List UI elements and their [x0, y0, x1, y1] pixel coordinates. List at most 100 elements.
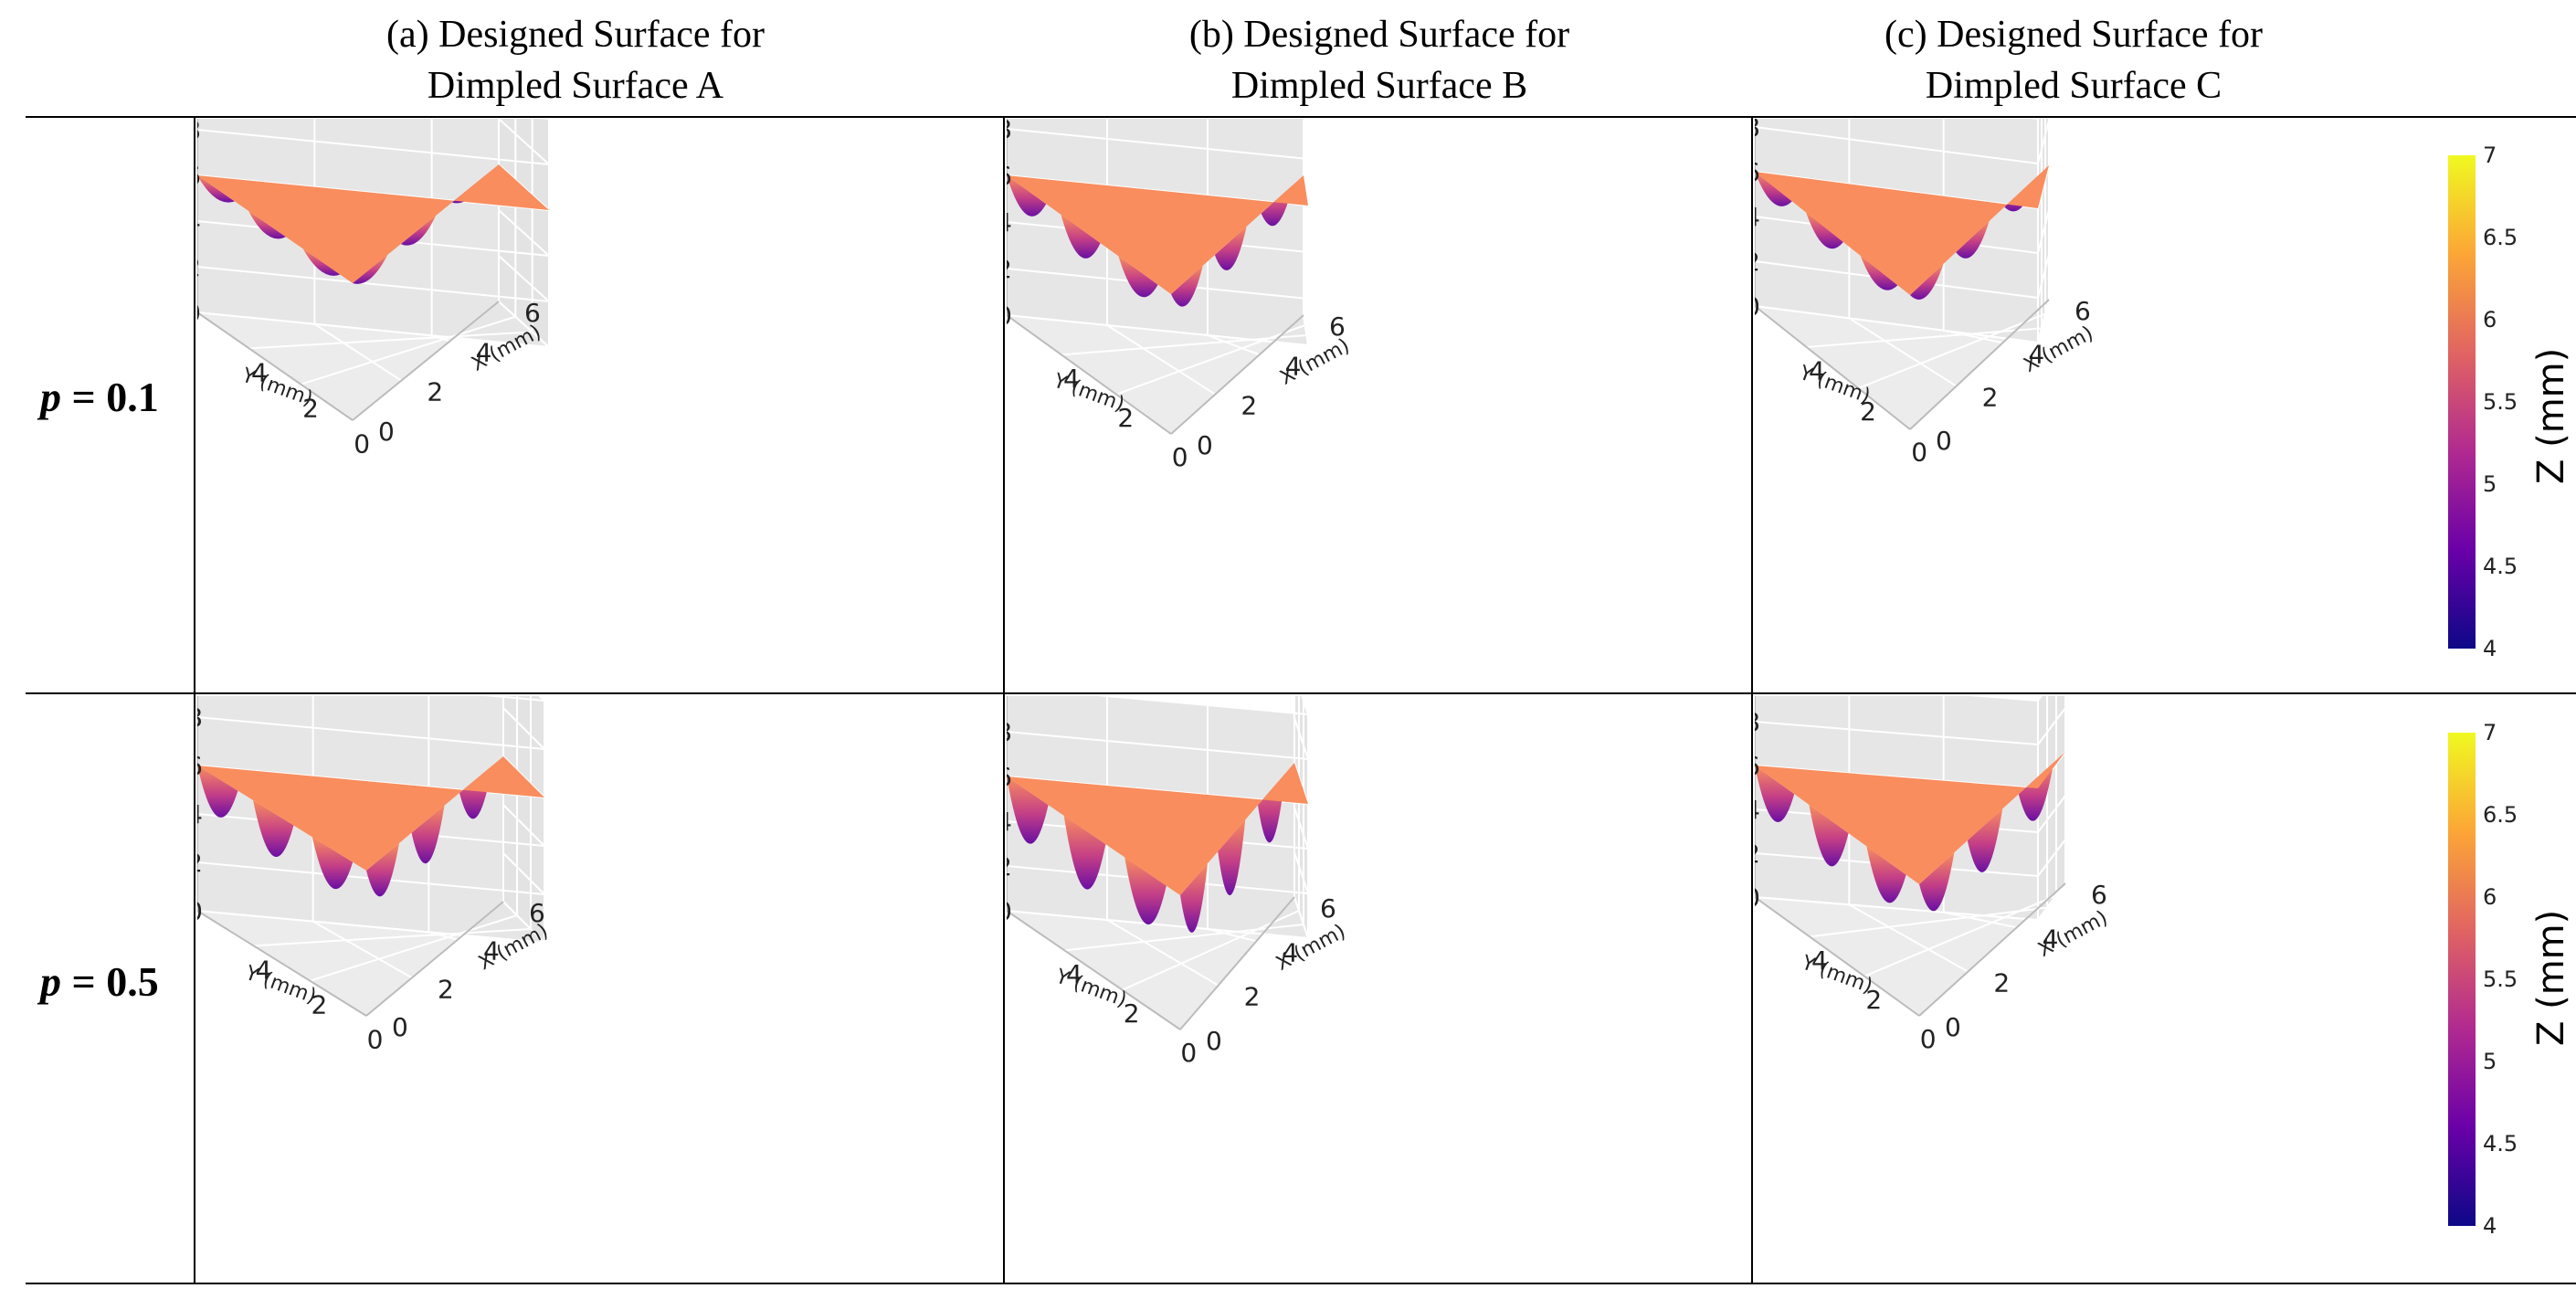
floor-gridline — [1064, 924, 1304, 952]
table-divider-ab — [1003, 116, 1005, 1284]
back-right-pane — [2038, 696, 2065, 920]
surface-plane — [197, 164, 549, 283]
column-header-b-line1: (b) Designed Surface for — [1188, 14, 1570, 56]
z-tick-label: 8 — [197, 119, 201, 145]
z-gridline — [502, 852, 545, 895]
floor-gridline — [2037, 882, 2066, 921]
colorbar-tick-label: 4 — [2483, 636, 2497, 661]
floor-pane — [1007, 897, 1308, 1030]
dimple — [1007, 776, 1049, 844]
dimple — [311, 837, 354, 890]
z-tick-label: 6 — [1755, 751, 1760, 781]
floor-gridline — [1848, 903, 1969, 973]
y-tick-label: 4 — [1066, 959, 1082, 989]
z-gridline — [1007, 731, 1309, 760]
floor-gridline — [310, 914, 518, 982]
y-tick-label: 2 — [1860, 396, 1876, 427]
z-tick-label: 2 — [1007, 254, 1012, 284]
x-tick-label: 6 — [1329, 312, 1346, 342]
back-right-pane — [503, 696, 544, 943]
dimple — [1118, 256, 1158, 298]
colorbar-tick-label: 6 — [2483, 307, 2497, 333]
row-label-p05: p = 0.5 — [40, 957, 159, 1006]
z-tick-label: 10 — [1007, 696, 1012, 702]
surface-plane — [1755, 752, 2065, 884]
colorbar-tick-label: 4.5 — [2483, 1131, 2518, 1156]
y-tick-label: 0 — [1920, 1024, 1937, 1054]
floor-gridline — [248, 331, 533, 350]
dimple — [1956, 221, 1990, 259]
colorbar-tick-label: 5.5 — [2483, 389, 2518, 415]
floor-gridline — [313, 322, 402, 382]
x-axis-line — [1170, 314, 1304, 435]
z-gridline — [498, 209, 550, 257]
colorbar-row1-label: Z (mm) — [2530, 347, 2572, 484]
back-right-pane — [1294, 696, 1308, 938]
surface-plane — [1007, 175, 1308, 294]
x-tick-label: 6 — [524, 298, 541, 328]
floor-gridline — [1848, 317, 1958, 387]
z-gridline — [1293, 851, 1309, 894]
surface-plot-c-p01: 02468104200246Z (mm)Y (mm)X (mm) — [1755, 119, 2412, 691]
floor-gridline — [1755, 896, 2039, 921]
x-tick-label: 2 — [427, 377, 443, 407]
y-tick-label: 0 — [367, 1024, 384, 1054]
x-tick-label: 2 — [1993, 968, 2010, 998]
row-label-p05-var: p — [40, 958, 61, 1005]
dimple — [411, 805, 445, 864]
z-tick-label: 0 — [197, 896, 203, 926]
dimple — [197, 766, 238, 818]
colorbar-tick-label: 4.5 — [2483, 554, 2518, 579]
column-header-c: (c) Designed Surface for Dimpled Surface… — [1754, 9, 2393, 111]
floor-gridline — [301, 315, 516, 385]
surface-plot-a-p01-svg: 02468104200246Z (mm)Y (mm)X (mm) — [197, 119, 550, 459]
colorbar-tick-label: 5.5 — [2483, 966, 2518, 992]
table-divider-label — [194, 116, 195, 1284]
y-tick-label: 4 — [251, 357, 268, 387]
z-tick-label: 4 — [197, 206, 201, 237]
floor-gridline — [1207, 928, 1257, 943]
z-gridline — [1096, 696, 1309, 715]
y-tick-label: 2 — [302, 393, 319, 423]
x-tick-label: 0 — [1206, 1026, 1222, 1056]
floor-gridline — [1943, 329, 2003, 344]
surface-plot-c-p05: 02468104200246Z (mm)Y (mm)X (mm) — [1755, 696, 2412, 1281]
x-tick-label: 4 — [476, 337, 492, 367]
floor-gridline — [312, 920, 413, 979]
z-gridline — [1301, 696, 1309, 715]
z-gridline — [2037, 795, 2066, 833]
surface-plane — [197, 756, 544, 871]
z-gridline — [1755, 721, 2039, 745]
colorbar-row1: 7 6.5 6 5.5 5 4.5 4 — [2448, 143, 2518, 661]
floor-gridline — [431, 334, 450, 343]
z-tick-label: 0 — [1007, 301, 1012, 331]
floor-gridline — [197, 312, 550, 348]
surface-plane — [1755, 165, 2049, 295]
dimple — [1866, 846, 1906, 903]
z-tick-label: 0 — [1755, 291, 1760, 322]
z-tick-label: 4 — [197, 799, 203, 829]
z-tick-label: 2 — [197, 252, 201, 282]
y-tick-label: 4 — [1063, 364, 1080, 394]
z-gridline — [197, 129, 550, 165]
dimple — [253, 799, 294, 858]
y-axis-line — [197, 910, 367, 1017]
z-tick-label: 8 — [1755, 119, 1760, 143]
row-label-p01: p = 0.1 — [40, 373, 159, 421]
surface-plot-a-p05-svg: 02468104200246Z (mm)Y (mm)X (mm) — [197, 696, 552, 1054]
surface-plot-b-p01: 02468104200246Z (mm)Y (mm)X (mm) — [1007, 119, 1750, 691]
y-tick-label: 4 — [256, 956, 272, 986]
z-tick-label: 0 — [197, 298, 201, 328]
column-header-a-line1: (a) Designed Surface for — [386, 14, 765, 56]
y-tick-label: 2 — [311, 989, 328, 1019]
y-tick-label: 2 — [1124, 998, 1140, 1029]
column-header-a-line2: Dimpled Surface A — [427, 65, 724, 107]
dimple — [1180, 863, 1208, 933]
y-tick-label: 2 — [1117, 403, 1134, 433]
floor-gridline — [1007, 314, 1309, 346]
dimple — [1967, 808, 2003, 872]
z-gridline — [2037, 254, 2050, 299]
z-gridline — [2037, 839, 2066, 877]
column-header-a: (a) Designed Surface for Dimpled Surface… — [201, 9, 950, 111]
dimple — [1124, 857, 1167, 925]
